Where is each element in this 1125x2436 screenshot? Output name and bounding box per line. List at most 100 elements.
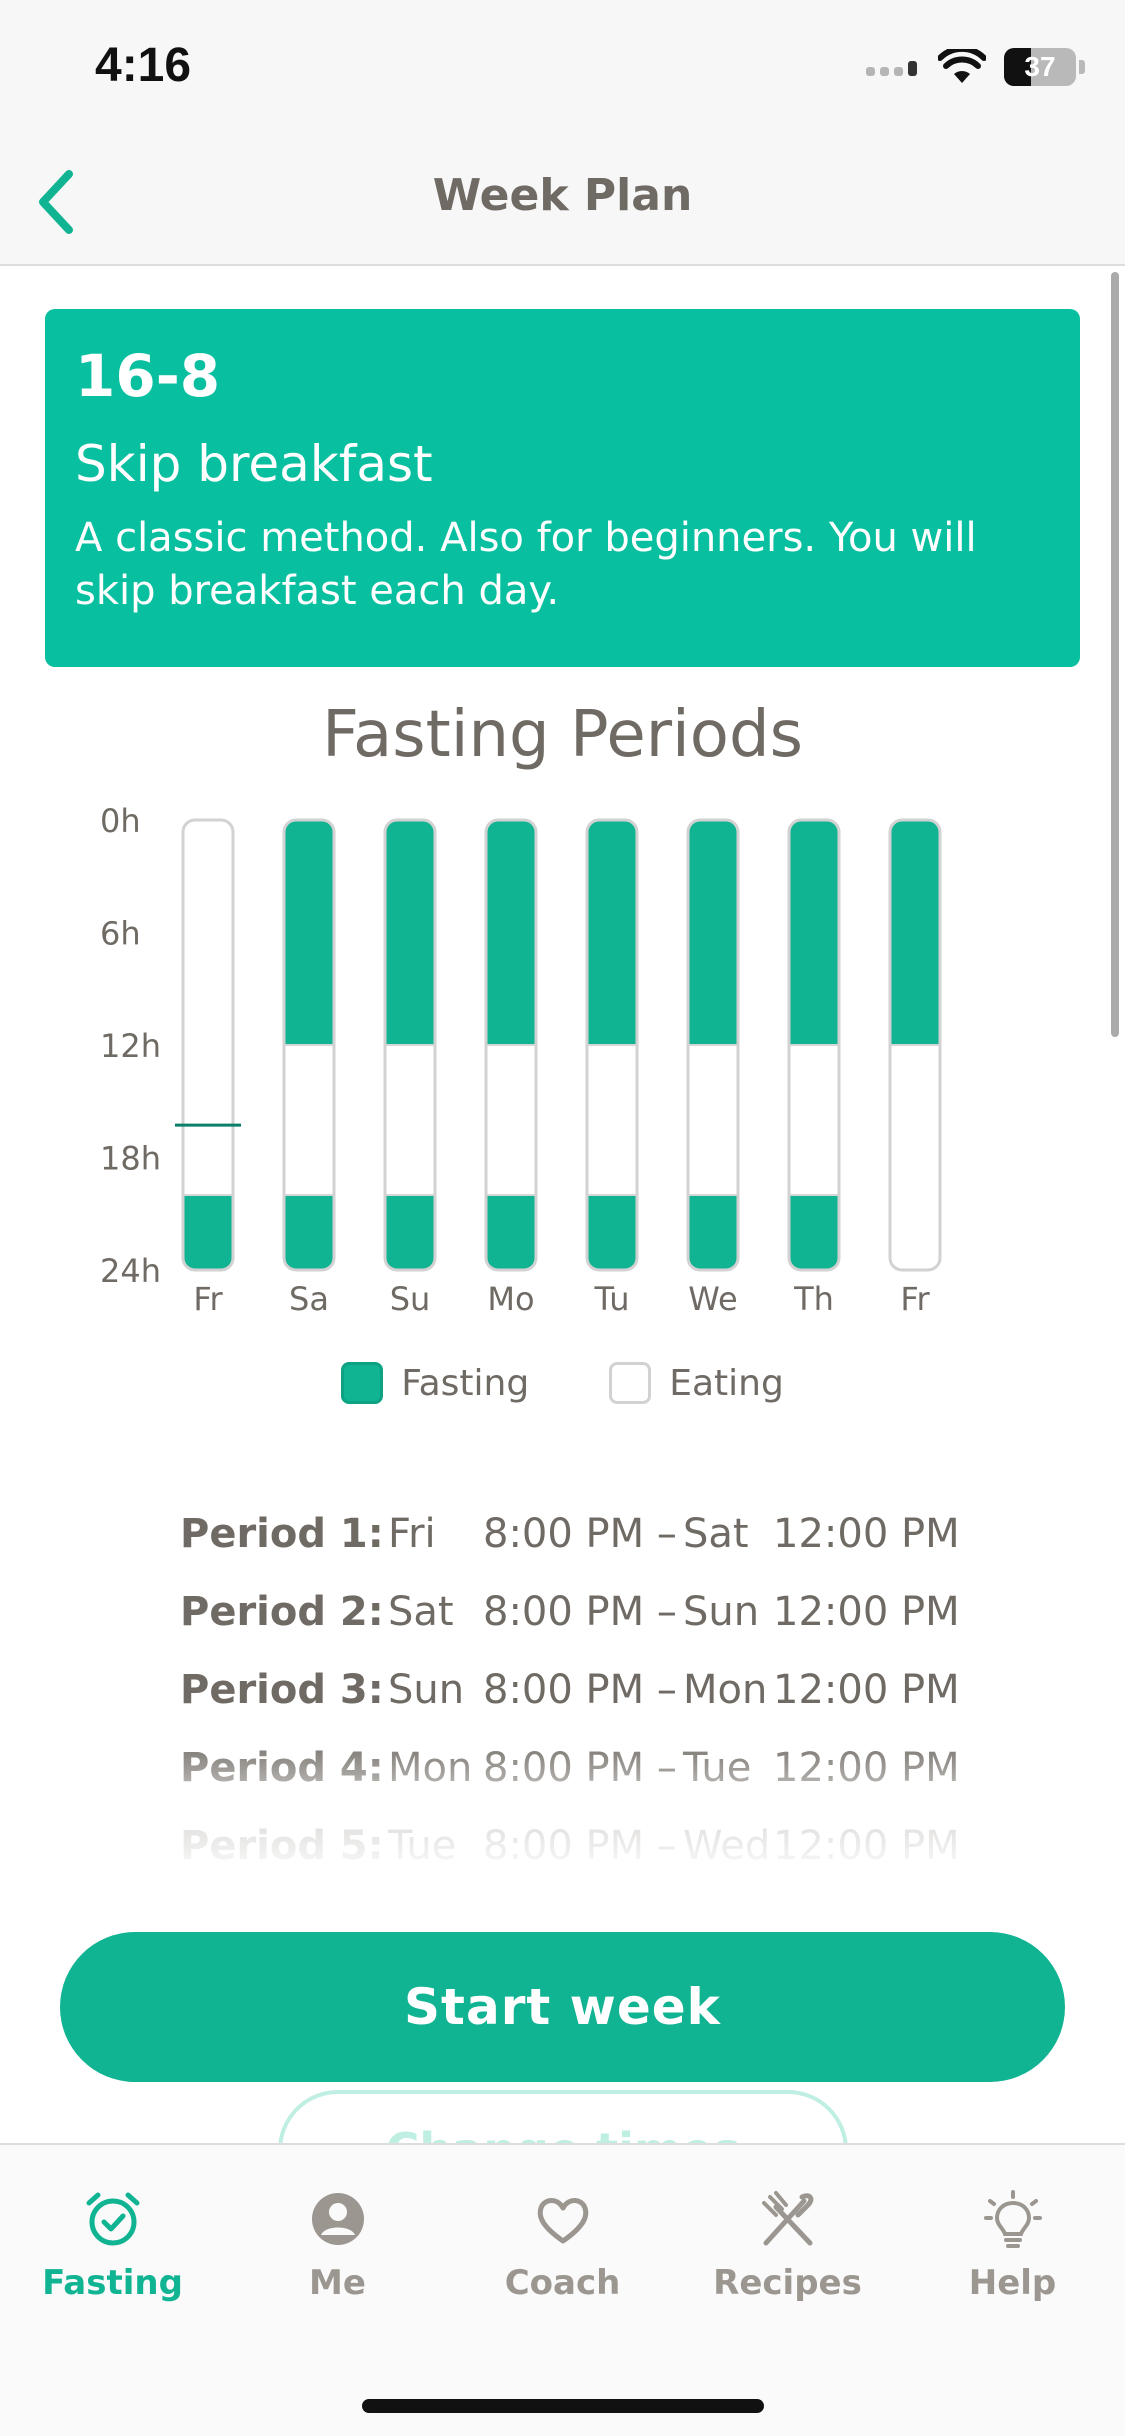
legend-item-eating: Eating [609,1362,784,1404]
nav-bar: Week Plan [0,140,1125,266]
x-tick-label: Fr [193,1280,223,1318]
period-label-text: Period 6: [180,1901,388,1905]
alarm-clock-icon [81,2187,145,2251]
chart-bar-day: Sa [282,818,336,1318]
period-d1-text: Wed [388,1901,483,1905]
chart-title: Fasting Periods [322,698,803,772]
period-t2-text: 12:00 PM [773,1589,960,1635]
period-d2-text: Mon [683,1667,768,1713]
period-d1-text: Mon [388,1745,473,1791]
bar-outline [585,818,639,1272]
period-t2-text: 12:00 PM [773,1823,960,1869]
y-tick-label: 12h [100,1027,161,1065]
tab-fasting[interactable]: Fasting [0,2187,225,2303]
period-t1-text: 8:00 PM – [483,1901,683,1905]
plan-description: A classic method. Also for beginners. Yo… [75,515,977,614]
period-d2-text: Tue [683,1745,752,1791]
fasting-bar-segment [789,1195,839,1270]
period-t2-text: 12:00 PM [773,1901,960,1905]
tab-label-fasting: Fasting [42,2263,183,2303]
periods-list: Period 1: Fri 8:00 PM – Sat 12:00 PM Period 2… [180,1495,980,1905]
chart-bar-day: Fr [181,818,235,1318]
bar-outline [888,818,942,1272]
period-d2-text: Sat [683,1511,749,1557]
period-d1-text: Tue [388,1823,457,1869]
start-week-button[interactable]: Start week [60,1932,1065,2082]
fasting-bar-segment [385,1195,435,1270]
period-label-text: Period 1: [180,1511,384,1557]
period-label-text: Period 2: [180,1589,384,1635]
tab-coach[interactable]: Coach [450,2187,675,2303]
bar-outline [282,818,336,1272]
tab-label-recipes: Recipes [713,2263,862,2303]
plan-card: 16-8 Skip breakfast A classic method. Al… [45,309,1080,667]
period-row: Period 6:Wed8:00 PM –Thu12:00 PM [180,1885,980,1905]
period-d1-text: Sun [388,1667,465,1713]
period-row: Period 2: Sat 8:00 PM – Sun 12:00 PM [180,1573,980,1651]
x-tick-label: Mo [487,1280,534,1318]
status-bar: 4:16 37 [0,0,1125,140]
signal-icon [866,61,917,76]
period-t1-text: 8:00 PM – [483,1511,677,1557]
chart-bar-day: Fr [888,818,942,1318]
tab-label-coach: Coach [504,2263,621,2303]
back-button[interactable] [20,162,90,242]
period-t1-text: 8:00 PM – [483,1823,677,1869]
eating-bar-segment [183,820,233,1270]
chart-bar-day: Th [787,818,841,1318]
y-tick-label: 6h [100,915,141,953]
page-title: Week Plan [432,170,693,221]
scrollbar[interactable] [1111,272,1119,1037]
home-indicator [362,2399,764,2413]
x-tick-label: Th [793,1280,834,1318]
legend-item-fasting: Fasting [341,1362,529,1404]
x-tick-label: We [688,1280,737,1318]
y-tick-label: 24h [100,1252,161,1290]
period-label-text: Period 5: [180,1823,384,1869]
period-t1-text: 8:00 PM – [483,1745,677,1791]
legend-label-eating: Eating [669,1362,784,1404]
status-icons: 37 [864,48,1085,86]
chevron-left-icon [39,170,73,234]
x-tick-label: Sa [289,1280,329,1318]
plan-subtitle: Skip breakfast [75,435,433,493]
fasting-bar-segment [486,1195,536,1270]
period-t1-text: 8:00 PM – [483,1667,677,1713]
fasting-bar-segment [688,820,738,1045]
tab-recipes[interactable]: Recipes [675,2187,900,2303]
battery-icon: 37 [1004,48,1076,86]
period-d1-text: Sat [388,1589,454,1635]
tab-help[interactable]: Help [900,2187,1125,2303]
x-tick-label: Su [390,1280,431,1318]
legend-label-fasting: Fasting [401,1362,530,1404]
x-tick-label: Fr [900,1280,930,1318]
legend-swatch-eating [609,1362,652,1404]
fasting-bar-segment [284,1195,334,1270]
fasting-bar-segment [688,1195,738,1270]
period-d1-text: Fri [388,1511,436,1557]
fork-knife-icon [756,2187,820,2251]
lightbulb-icon [981,2187,1045,2251]
fasting-bar-segment [284,820,334,1045]
period-row: Period 1: Fri 8:00 PM – Sat 12:00 PM [180,1495,980,1573]
legend-swatch-fasting [341,1362,384,1404]
tab-me[interactable]: Me [225,2187,450,2303]
chart-bar-day: Tu [585,818,639,1318]
fasting-bar-segment [789,820,839,1045]
tab-label-me: Me [309,2263,366,2303]
period-label-text: Period 4: [180,1745,384,1791]
fasting-bar-segment [587,1195,637,1270]
x-tick-label: Tu [594,1280,630,1318]
period-label-text: Period 3: [180,1667,384,1713]
plan-name: 16-8 [75,342,221,410]
fasting-bar-segment [486,820,536,1045]
period-d2-text: Thu [683,1901,773,1905]
period-t2-text: 12:00 PM [773,1745,960,1791]
chart-bar-day: Su [383,818,437,1318]
chart-legend: Fasting Eating [0,1362,1125,1404]
fasting-bar-segment [890,820,940,1045]
heart-icon [531,2187,595,2251]
period-row: Period 3: Sun 8:00 PM – Mon 12:00 PM [180,1651,980,1729]
period-row: Period 5: Tue 8:00 PM – Wed 12:00 PM [180,1807,980,1885]
tab-bar: Fasting Me Coach Recipes [0,2143,1125,2436]
